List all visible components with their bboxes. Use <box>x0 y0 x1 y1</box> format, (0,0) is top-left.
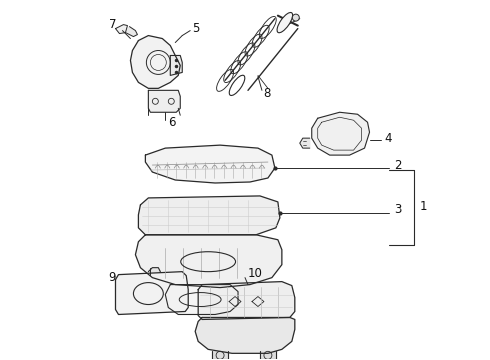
Text: 4: 4 <box>385 132 392 145</box>
Text: 3: 3 <box>394 203 402 216</box>
Polygon shape <box>125 27 137 37</box>
Text: 9: 9 <box>108 271 116 284</box>
Polygon shape <box>165 285 238 315</box>
Text: 8: 8 <box>263 87 270 100</box>
Text: 5: 5 <box>192 22 199 35</box>
Ellipse shape <box>277 13 293 33</box>
Polygon shape <box>116 272 188 315</box>
Circle shape <box>293 14 299 21</box>
Polygon shape <box>148 268 160 272</box>
Polygon shape <box>260 351 276 359</box>
Text: 6: 6 <box>168 116 176 129</box>
Polygon shape <box>198 282 295 319</box>
Polygon shape <box>171 55 182 75</box>
Text: 10: 10 <box>248 267 263 280</box>
Polygon shape <box>146 145 275 183</box>
Polygon shape <box>300 138 310 148</box>
Text: 1: 1 <box>419 201 427 213</box>
Text: 7: 7 <box>108 18 116 31</box>
Polygon shape <box>135 235 282 288</box>
Polygon shape <box>130 36 180 88</box>
Polygon shape <box>195 318 295 353</box>
Polygon shape <box>312 112 369 155</box>
Polygon shape <box>148 90 180 112</box>
Polygon shape <box>212 351 228 359</box>
Polygon shape <box>138 196 280 235</box>
Text: 2: 2 <box>394 158 402 172</box>
Polygon shape <box>116 24 127 33</box>
